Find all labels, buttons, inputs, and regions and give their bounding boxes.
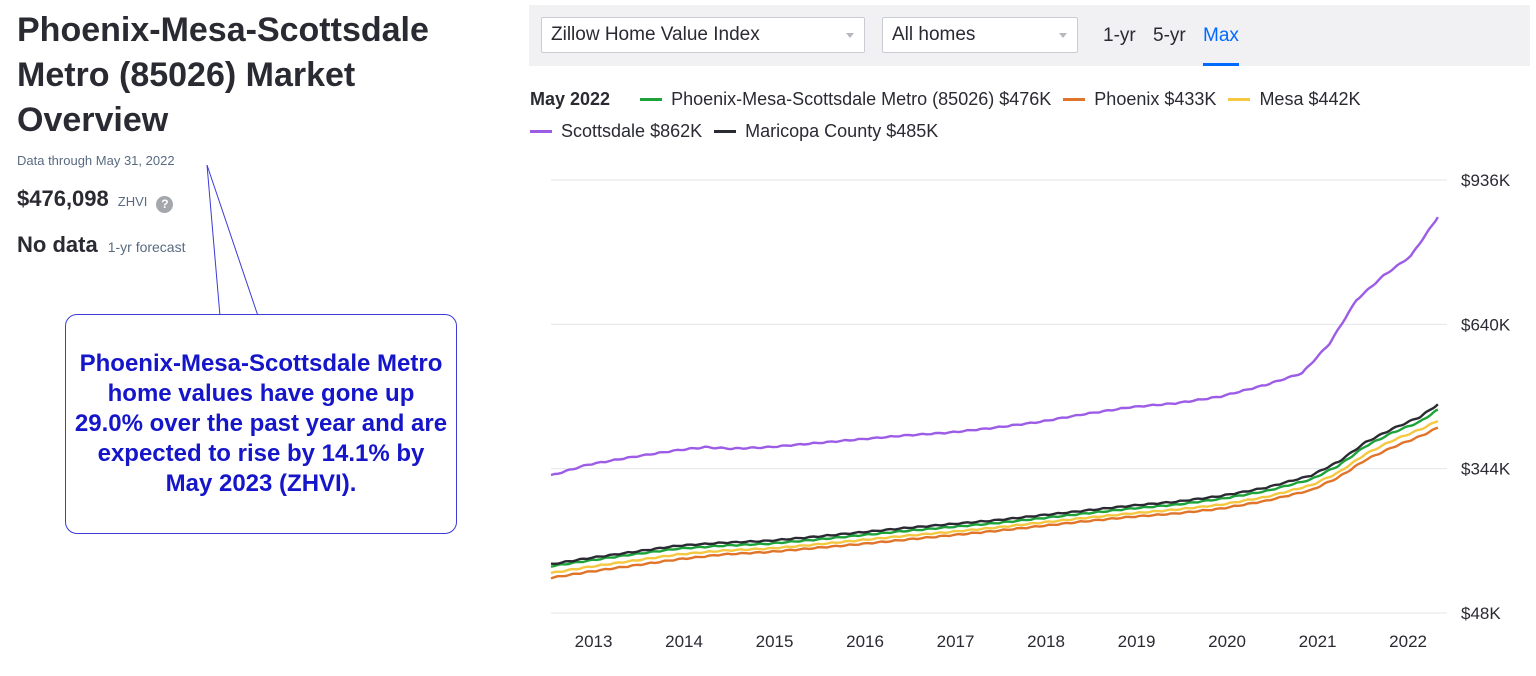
legend-label: Mesa [1259,88,1304,109]
forecast-label: 1-yr forecast [107,239,186,255]
zhvi-label: ZHVI [117,194,148,209]
legend-item-metro[interactable]: Phoenix-Mesa-Scottsdale Metro (85026) $4… [640,89,1051,110]
x-tick-label: 2021 [1299,632,1337,651]
legend-date: May 2022 [530,88,611,109]
legend-label: Phoenix-Mesa-Scottsdale Metro (85026) [671,88,995,109]
legend-item-phoenix[interactable]: Phoenix $433K [1063,89,1216,110]
legend-value: $485K [886,120,939,141]
series-line-phoenix [550,426,1439,580]
x-tick-label: 2017 [937,632,975,651]
metric-select-value: Zillow Home Value Index [551,24,760,45]
series-line-mesa [550,419,1439,575]
chevron-down-icon [1059,33,1067,38]
legend-value: $476K [999,88,1052,109]
question-icon[interactable]: ? [156,196,174,213]
range-1yr-button[interactable]: 1-yr [1103,25,1136,46]
x-tick-label: 2019 [1118,632,1156,651]
zhvi-value: $476,098 [17,186,109,211]
metric-select[interactable]: Zillow Home Value Index [541,17,865,53]
chart-toolbar: Zillow Home Value Index All homes 1-yr 5… [529,5,1530,66]
callout-box: Phoenix-Mesa-Scottsdale Metro home value… [65,314,457,534]
data-through-date: Data through May 31, 2022 [17,153,175,168]
legend-item-mesa[interactable]: Mesa $442K [1228,88,1361,110]
range-5yr-button[interactable]: 5-yr [1153,25,1186,46]
active-range-indicator [1203,63,1239,66]
x-tick-label: 2022 [1389,632,1427,651]
legend-item-scottsdale[interactable]: Scottsdale $862K [530,121,702,142]
legend-swatch [714,129,737,133]
legend-value: $862K [650,120,703,141]
y-tick-label: $344K [1461,460,1511,479]
legend-label: Phoenix [1094,88,1160,109]
legend-swatch [1228,97,1251,101]
callout-text: Phoenix-Mesa-Scottsdale Metro home value… [74,350,448,497]
home-type-select[interactable]: All homes [882,17,1078,53]
legend-swatch [1063,97,1086,101]
home-value-chart: $936K $640K $344K $48K 2013 2014 2015 2016 2017 2… [550,171,1511,651]
y-tick-label: $48K [1461,604,1501,623]
zhvi-row: $476,098 ZHVI ? [17,186,487,213]
legend-swatch [640,97,663,101]
legend-swatch [530,129,552,133]
x-tick-label: 2013 [575,632,613,651]
home-type-select-value: All homes [892,24,976,45]
x-tick-label: 2020 [1208,632,1246,651]
chevron-down-icon [846,33,854,38]
y-tick-label: $936K [1461,171,1511,190]
forecast-row: No data 1-yr forecast [17,232,487,258]
legend-label: Maricopa County [745,120,882,141]
legend-item-maricopa[interactable]: Maricopa County $485K [714,121,938,142]
x-tick-label: 2018 [1027,632,1065,651]
legend-row: Scottsdale $862K Maricopa County $485K [530,120,1520,142]
x-tick-label: 2014 [665,632,703,651]
legend-row: May 2022 Phoenix-Mesa-Scottsdale Metro (… [530,88,1520,110]
series-line-phoenix-mesa-scottsdale-metro-85026 [550,408,1439,568]
market-overview: Phoenix-Mesa-Scottsdale Metro (85026) Ma… [17,8,487,258]
chart-legend: May 2022 Phoenix-Mesa-Scottsdale Metro (… [530,88,1520,152]
legend-label: Scottsdale [561,120,646,141]
y-tick-label: $640K [1461,315,1511,334]
series-line-scottsdale [550,216,1439,477]
series-line-maricopa-county [550,403,1439,565]
page-title: Phoenix-Mesa-Scottsdale Metro (85026) Ma… [17,11,429,139]
forecast-value: No data [17,232,98,257]
legend-value: $442K [1308,88,1361,109]
range-max-button[interactable]: Max [1203,25,1239,46]
legend-value: $433K [1164,88,1217,109]
x-tick-label: 2015 [756,632,794,651]
x-tick-label: 2016 [846,632,884,651]
